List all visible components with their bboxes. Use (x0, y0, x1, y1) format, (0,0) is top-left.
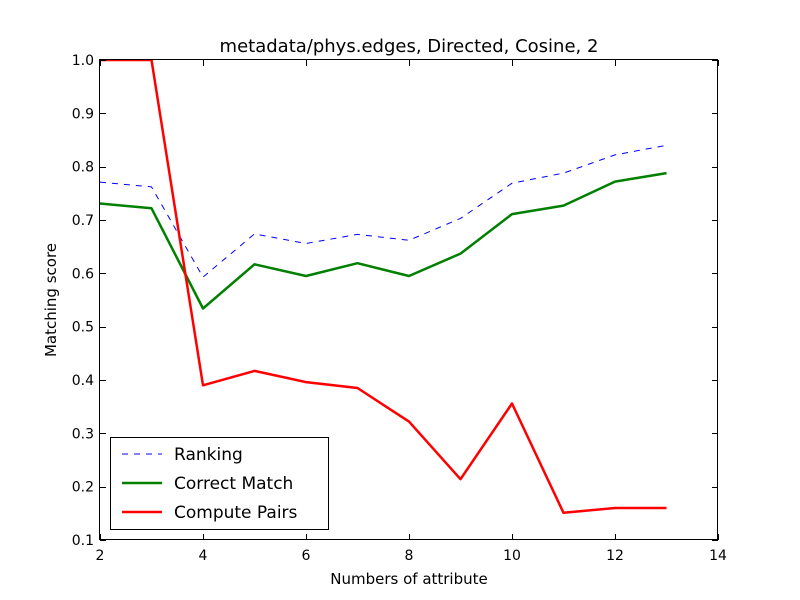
y-tick-label: 0.5 (72, 320, 94, 336)
plot-frame (99, 59, 718, 540)
y-tick-label: 0.9 (72, 106, 94, 122)
y-tick-label: 0.4 (72, 373, 94, 389)
x-tick-label: 14 (709, 548, 727, 564)
y-tick-label: 0.6 (72, 266, 94, 282)
series-layer (99, 59, 667, 515)
y-tick-label: 0.7 (72, 213, 94, 229)
y-tick-label: 0.2 (72, 480, 94, 496)
x-tick-label: 4 (199, 548, 208, 564)
legend-label: Correct Match (174, 474, 293, 494)
x-tick-label: 2 (96, 548, 105, 564)
legend-label: Compute Pairs (174, 503, 298, 523)
x-tick-label: 6 (302, 548, 311, 564)
legend-label: Ranking (174, 445, 243, 465)
series-line-correct-match (99, 171, 667, 310)
series-line-ranking (99, 144, 667, 278)
y-axis-label: Matching score (42, 243, 60, 357)
y-tick-label: 0.1 (72, 533, 94, 549)
chart-title: metadata/phys.edges, Directed, Cosine, 2 (220, 36, 599, 57)
y-tick-label: 0.8 (72, 160, 94, 176)
x-axis-label: Numbers of attribute (330, 570, 488, 588)
x-tick-label: 12 (606, 548, 624, 564)
y-tick-label: 1.0 (72, 53, 94, 69)
y-tick-label: 0.3 (72, 426, 94, 442)
ticks-layer: 2 4 6 8 10 12 14 0.1 0.2 0.3 0.4 0.5 0.6 0.7 0.8 0.9 1.0 (72, 53, 727, 564)
series-line-compute-pairs (100, 59, 667, 515)
legend: Ranking Correct Match Compute Pairs (110, 437, 329, 530)
x-tick-label: 8 (405, 548, 414, 564)
x-tick-label: 10 (503, 548, 521, 564)
